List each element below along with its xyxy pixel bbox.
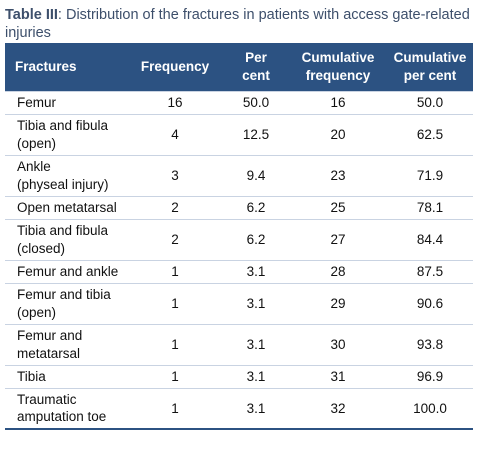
- header-frequency: Frequency: [127, 43, 223, 91]
- fracture-cell: Femur: [5, 90, 127, 114]
- cumulative-per-cent-cell: 93.8: [387, 323, 473, 365]
- table-row: Tibia and fibula (closed) 2 6.2 27 84.4: [5, 218, 473, 260]
- header-fractures-line: Fractures: [15, 58, 77, 74]
- fractures-table: Fractures Frequency Per cent Cumulative frequ…: [5, 43, 473, 430]
- table-caption: Table III: Distribution of the fractures…: [5, 6, 475, 42]
- per-cent-cell: 3.1: [223, 387, 289, 430]
- fracture-label: Traumatic: [17, 391, 77, 407]
- per-cent-cell: 6.2: [223, 195, 289, 219]
- frequency-cell: 1: [127, 387, 223, 430]
- frequency-cell: 2: [127, 195, 223, 219]
- header-cumulative-frequency: Cumulative frequency: [289, 43, 387, 91]
- frequency-cell: 4: [127, 113, 223, 155]
- cumulative-frequency-cell: 25: [289, 195, 387, 219]
- frequency-cell: 1: [127, 259, 223, 283]
- fracture-label: (closed): [17, 240, 66, 256]
- fracture-label: Tibia and fibula: [17, 223, 109, 238]
- header-fractures: Fractures: [5, 43, 127, 91]
- table-row: Tibia and fibula (open) 4 12.5 20 62.5: [5, 113, 473, 155]
- fracture-cell: Tibia and fibula (open): [5, 113, 127, 155]
- frequency-cell: 1: [127, 282, 223, 324]
- cumulative-per-cent-cell: 78.1: [387, 195, 473, 219]
- cumulative-per-cent-cell: 71.9: [387, 154, 473, 196]
- fracture-label: amputation toe: [17, 409, 107, 425]
- per-cent-cell: 50.0: [223, 90, 289, 114]
- cumulative-frequency-cell: 16: [289, 90, 387, 114]
- cumulative-frequency-cell: 31: [289, 364, 387, 388]
- header-cumulative-per-cent-line: per cent: [403, 67, 457, 83]
- cumulative-per-cent-cell: 62.5: [387, 113, 473, 155]
- table-header-row: Fractures Frequency Per cent Cumulative frequ…: [5, 43, 473, 91]
- cumulative-per-cent-cell: 50.0: [387, 90, 473, 114]
- fracture-cell: Open metatarsal: [5, 195, 127, 219]
- cumulative-per-cent-cell: 87.5: [387, 259, 473, 283]
- cumulative-frequency-cell: 20: [289, 113, 387, 155]
- fracture-label: metatarsal: [17, 345, 81, 361]
- header-per-cent-line: cent: [242, 67, 270, 83]
- table-row: Femur and metatarsal 1 3.1 30 93.8: [5, 323, 473, 365]
- per-cent-cell: 6.2: [223, 218, 289, 260]
- cumulative-frequency-cell: 27: [289, 218, 387, 260]
- table-row: Femur 16 50.0 16 50.0: [5, 90, 473, 114]
- per-cent-cell: 12.5: [223, 113, 289, 155]
- fracture-label: Femur and: [17, 328, 83, 343]
- fracture-cell: Traumatic amputation toe: [5, 387, 127, 430]
- header-cumulative-frequency-line: frequency: [305, 67, 371, 83]
- frequency-cell: 1: [127, 323, 223, 365]
- fracture-cell: Femur and metatarsal: [5, 323, 127, 365]
- cumulative-frequency-cell: 23: [289, 154, 387, 196]
- fracture-label: Open metatarsal: [17, 199, 117, 215]
- table-body: Femur 16 50.0 16 50.0 Tibia and fibula (open) 4…: [5, 90, 473, 430]
- per-cent-cell: 3.1: [223, 259, 289, 283]
- fracture-label: (open): [17, 135, 57, 151]
- fracture-cell: Tibia: [5, 364, 127, 388]
- fracture-label: Femur and ankle: [17, 263, 119, 279]
- cumulative-frequency-cell: 29: [289, 282, 387, 324]
- per-cent-cell: 3.1: [223, 364, 289, 388]
- header-cumulative-per-cent: Cumulative per cent: [387, 43, 473, 91]
- frequency-cell: 1: [127, 364, 223, 388]
- fracture-label: (open): [17, 304, 57, 320]
- cumulative-per-cent-cell: 84.4: [387, 218, 473, 260]
- fracture-label: (physeal injury): [17, 176, 109, 192]
- per-cent-cell: 3.1: [223, 282, 289, 324]
- table-header: Fractures Frequency Per cent Cumulative frequ…: [5, 43, 473, 91]
- table-row: Open metatarsal 2 6.2 25 78.1: [5, 195, 473, 219]
- fracture-label: Femur and tibia: [17, 287, 111, 302]
- table-caption-label: Table III: [5, 7, 58, 23]
- frequency-cell: 3: [127, 154, 223, 196]
- fracture-label: Ankle: [17, 159, 51, 174]
- header-frequency-line: Frequency: [140, 58, 210, 74]
- table-caption-text: : Distribution of the fractures in patie…: [5, 7, 470, 41]
- cumulative-per-cent-cell: 90.6: [387, 282, 473, 324]
- cumulative-per-cent-cell: 96.9: [387, 364, 473, 388]
- fracture-cell: Ankle (physeal injury): [5, 154, 127, 196]
- fracture-cell: Femur and ankle: [5, 259, 127, 283]
- header-per-cent: Per cent: [223, 43, 289, 91]
- fracture-label: Tibia and fibula: [17, 118, 109, 133]
- table-row: Femur and ankle 1 3.1 28 87.5: [5, 259, 473, 283]
- per-cent-cell: 9.4: [223, 154, 289, 196]
- table-row: Traumatic amputation toe 1 3.1 32 100.0: [5, 387, 473, 430]
- cumulative-frequency-cell: 30: [289, 323, 387, 365]
- cumulative-frequency-cell: 32: [289, 387, 387, 430]
- table-row: Tibia 1 3.1 31 96.9: [5, 364, 473, 388]
- fracture-cell: Tibia and fibula (closed): [5, 218, 127, 260]
- fracture-label: Femur: [17, 94, 57, 110]
- header-per-cent-line: Per: [245, 49, 267, 65]
- fracture-cell: Femur and tibia (open): [5, 282, 127, 324]
- table-row: Ankle (physeal injury) 3 9.4 23 71.9: [5, 154, 473, 196]
- fracture-label: Tibia: [17, 368, 46, 384]
- frequency-cell: 2: [127, 218, 223, 260]
- per-cent-cell: 3.1: [223, 323, 289, 365]
- header-cumulative-frequency-line: Cumulative: [301, 49, 375, 65]
- cumulative-per-cent-cell: 100.0: [387, 387, 473, 430]
- header-cumulative-per-cent-line: Cumulative: [393, 49, 467, 65]
- frequency-cell: 16: [127, 90, 223, 114]
- cumulative-frequency-cell: 28: [289, 259, 387, 283]
- table-row: Femur and tibia (open) 1 3.1 29 90.6: [5, 282, 473, 324]
